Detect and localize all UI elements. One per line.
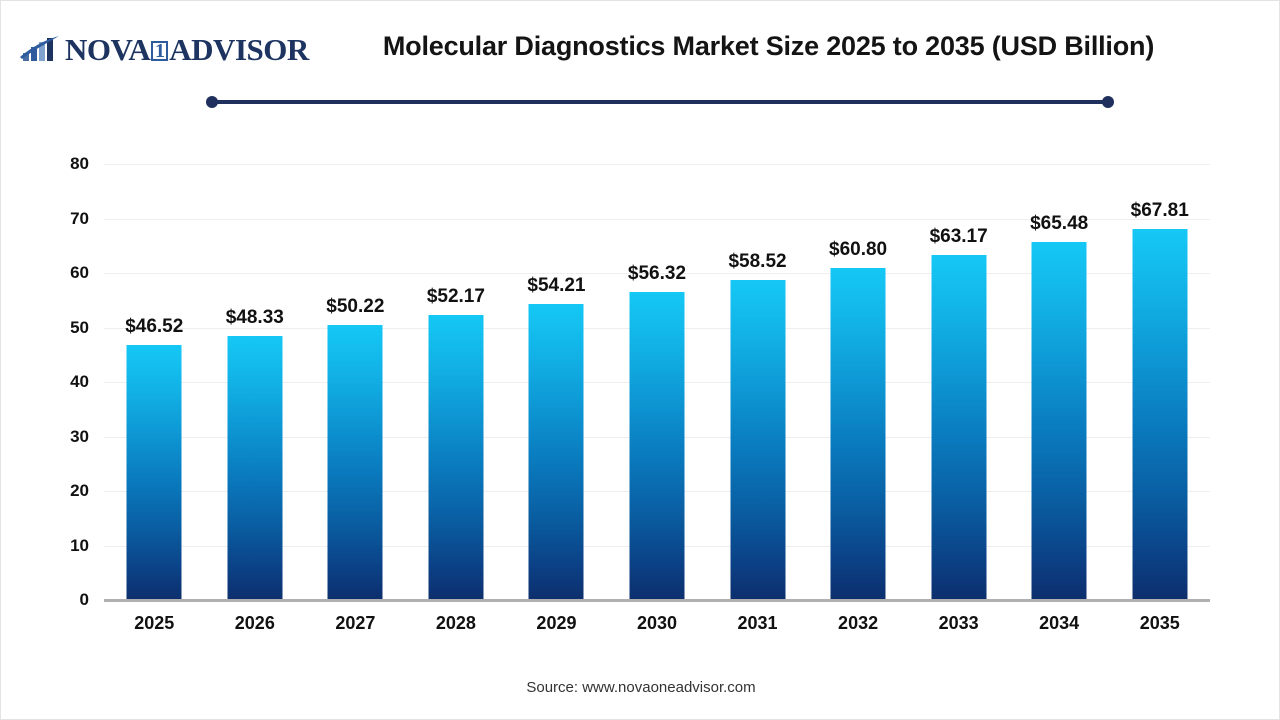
bar-value-label: $46.52 <box>125 316 184 338</box>
bar[interactable] <box>1031 242 1087 599</box>
y-axis-tick-label: 30 <box>70 426 89 446</box>
logo-badge-one: 1 <box>151 41 169 61</box>
y-axis-tick-label: 40 <box>70 372 89 391</box>
x-axis-tick-label: 2031 <box>737 613 778 633</box>
bar-slot: $67.81 <box>1109 164 1210 600</box>
bar-slot: $60.80 <box>808 164 909 600</box>
logo-text-nova: NOVA <box>65 32 151 67</box>
bar[interactable] <box>126 345 182 599</box>
bar-value-label: $58.52 <box>728 251 787 273</box>
nova-one-advisor-logo[interactable]: NOVA 1 ADVISOR <box>19 29 309 71</box>
bar-slot: $58.52 <box>707 164 808 600</box>
title-divider <box>206 95 1114 109</box>
y-axis-tick-label: 80 <box>70 154 89 173</box>
x-axis-tick-label: 2033 <box>938 613 979 633</box>
bar-slot: $65.48 <box>1009 164 1110 600</box>
source-caption: Source: www.novaoneadvisor.com <box>526 679 756 696</box>
logo-wordmark: NOVA 1 ADVISOR <box>65 32 309 68</box>
bar-slot: $56.32 <box>607 164 708 600</box>
x-axis-tick-label: 2032 <box>838 613 879 633</box>
x-axis-tick-label: 2030 <box>636 613 678 633</box>
bar[interactable] <box>227 335 283 599</box>
bar-value-label: $67.81 <box>1130 200 1189 222</box>
x-axis-tick-label: 2027 <box>335 613 376 633</box>
chart-header: NOVA 1 ADVISOR Molecular Diagnostics Mar… <box>1 1 1280 89</box>
x-axis-tick-label: 2026 <box>234 613 275 633</box>
y-axis: 0 10 20 30 40 50 60 70 80 <box>33 154 89 609</box>
bar-slot: $52.17 <box>406 164 507 600</box>
divider-dot-left <box>206 96 218 108</box>
y-axis-tick-label: 50 <box>70 317 89 337</box>
x-axis-tick-label: 2029 <box>536 613 577 633</box>
y-axis-tick-label: 60 <box>70 263 89 282</box>
bar[interactable] <box>629 292 685 599</box>
bar-value-label: $48.33 <box>225 306 284 328</box>
bar-value-label: $63.17 <box>929 225 988 247</box>
bar-slot: $63.17 <box>908 164 1009 600</box>
bar-value-label: $56.32 <box>627 263 687 285</box>
x-axis-tick-label: 2034 <box>1039 613 1080 633</box>
bar[interactable] <box>1132 229 1188 599</box>
logo-text-advisor: ADVISOR <box>169 32 309 67</box>
bar-value-label: $54.21 <box>527 274 586 296</box>
bar-series: $46.52 $48.33 $50.22 $52.17 $54.21 $56.32 $58.… <box>104 164 1210 600</box>
gridline <box>104 218 1210 220</box>
bar-slot: $46.52 <box>104 164 205 600</box>
bar[interactable] <box>327 325 383 599</box>
y-axis-tick-label: 20 <box>70 481 89 500</box>
x-axis-baseline <box>104 599 1210 602</box>
bar[interactable] <box>830 267 886 599</box>
x-axis-tick-label: 2035 <box>1139 613 1180 633</box>
x-axis: 2025 2026 2027 2028 2029 2030 2031 2032 2033 2034… <box>104 613 1210 641</box>
bar-slot: $48.33 <box>205 164 306 600</box>
bar-value-label: $65.48 <box>1030 213 1089 235</box>
divider-line <box>209 100 1111 104</box>
y-axis-tick-label: 0 <box>79 590 89 609</box>
bar[interactable] <box>931 254 987 599</box>
x-axis-tick-label: 2028 <box>435 613 476 633</box>
y-axis-tick-label: 70 <box>70 208 89 228</box>
bar[interactable] <box>730 280 786 599</box>
divider-dot-right <box>1102 96 1114 108</box>
chart-title: Molecular Diagnostics Market Size 2025 t… <box>382 31 1155 61</box>
y-axis-tick-label: 10 <box>70 535 89 555</box>
bar-slot: $54.21 <box>506 164 607 600</box>
bar-value-label: $52.17 <box>426 285 485 307</box>
bar-value-label: $50.22 <box>326 296 385 318</box>
bar-slot: $50.22 <box>305 164 406 600</box>
bar-chart-swoosh-icon <box>20 36 59 61</box>
x-axis-tick-label: 2025 <box>134 613 175 633</box>
bar[interactable] <box>528 303 584 599</box>
bar[interactable] <box>428 314 484 599</box>
gridline <box>104 164 1210 165</box>
bar-value-label: $60.80 <box>829 238 888 260</box>
gridline <box>104 273 1210 274</box>
